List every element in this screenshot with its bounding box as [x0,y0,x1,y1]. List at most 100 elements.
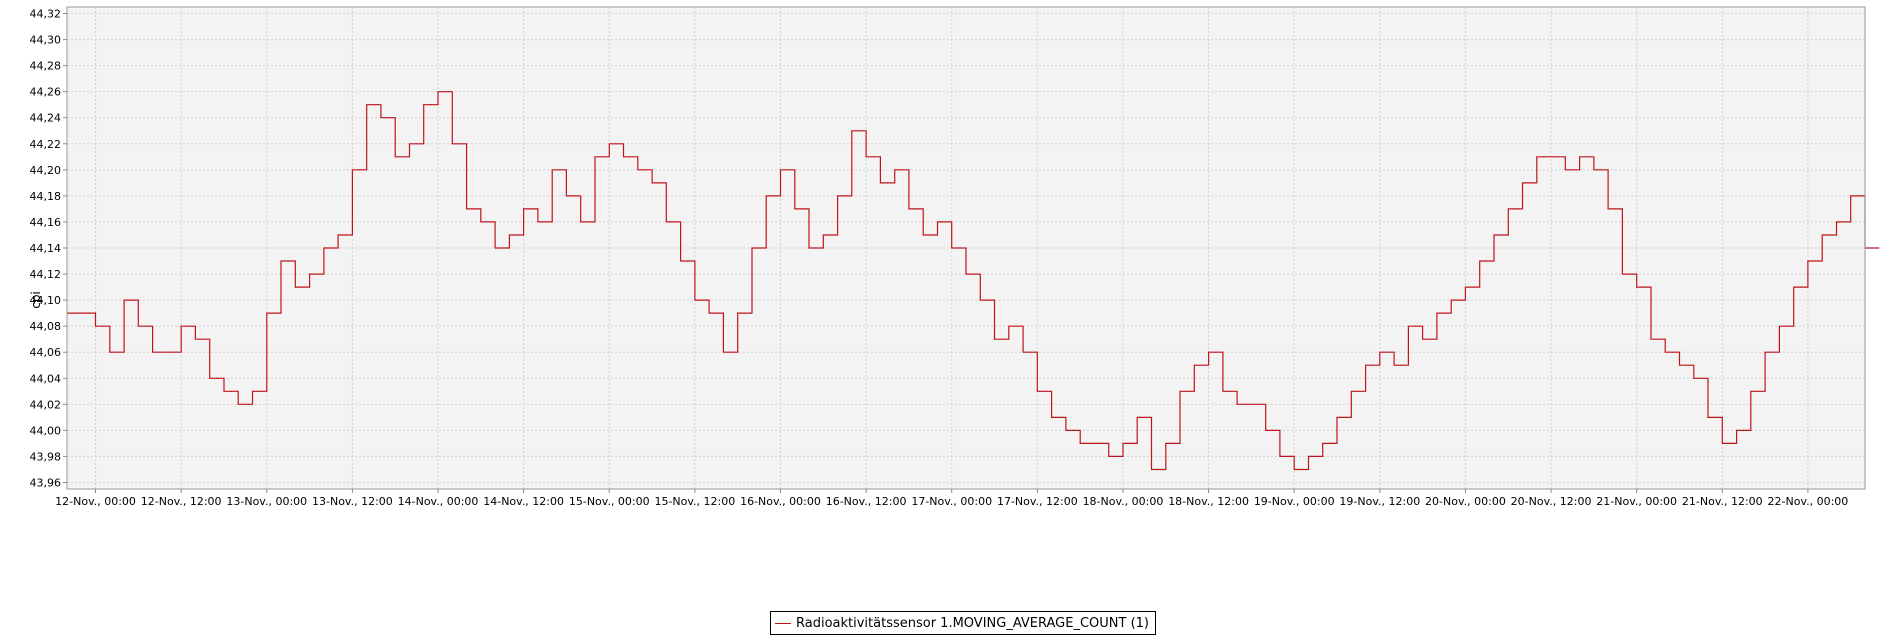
x-tick-label: 21-Nov., 00:00 [1596,495,1677,508]
x-tick-label: 17-Nov., 12:00 [997,495,1078,508]
data-point [1785,325,1788,327]
y-tick-label: 44,30 [30,34,62,47]
x-tick-label: 20-Nov., 12:00 [1511,495,1592,508]
data-point [958,247,960,249]
data-point [1215,351,1217,353]
y-tick-label: 43,96 [30,476,62,489]
data-point [758,247,760,249]
data-point [401,156,403,158]
data-point [844,195,846,197]
data-point [1172,442,1174,445]
data-point [644,169,646,171]
data-point [1586,156,1588,158]
data-point [972,273,974,275]
data-point [1186,390,1188,392]
data-point [687,260,689,262]
x-tick-label: 14-Nov., 12:00 [483,495,564,508]
data-point [1486,260,1488,262]
y-tick-label: 44,24 [30,112,62,125]
y-tick-label: 44,28 [30,60,62,73]
data-point [1043,390,1046,392]
data-point [1272,429,1274,431]
data-point [1115,455,1117,458]
data-point [530,208,532,210]
data-point [1158,468,1160,471]
data-point [144,325,147,327]
data-point [1714,416,1716,418]
data-point [986,299,989,301]
x-tick-label: 12-Nov., 00:00 [55,495,136,508]
y-tick-label: 44,20 [30,164,62,177]
y-tick-label: 44,16 [30,216,62,229]
y-tick-label: 44,02 [30,398,62,411]
data-point [73,312,75,314]
data-point [159,351,161,353]
data-point [1100,442,1103,445]
data-point [886,182,889,184]
data-point [244,403,246,405]
y-tick-label: 44,26 [30,86,62,99]
data-point [1229,390,1231,392]
data-point [259,390,261,392]
x-tick-label: 20-Nov., 00:00 [1425,495,1506,508]
data-point [1143,416,1145,418]
data-point [1657,338,1659,340]
series-line [67,91,1880,471]
data-point [216,377,218,379]
data-point [1286,455,1288,458]
data-point [1300,468,1302,471]
data-point [1771,351,1773,353]
data-point [230,390,232,392]
data-point [630,156,632,158]
data-point [87,312,90,314]
data-point [1514,208,1516,210]
data-point [1058,416,1060,418]
x-tick-label: 18-Nov., 00:00 [1083,495,1164,508]
data-point [858,130,860,132]
y-tick-label: 44,00 [30,424,62,437]
x-tick-label: 19-Nov., 00:00 [1254,495,1335,508]
data-point [1072,429,1074,431]
data-point [1800,286,1802,288]
plot-border [66,6,1866,490]
data-point [815,247,817,249]
data-point [1329,442,1331,445]
data-point [501,247,503,249]
data-point [515,234,518,236]
y-axis-label: cpi [29,291,43,309]
data-point [1529,182,1531,184]
data-point [1743,429,1745,431]
data-point [772,195,774,197]
data-point [1086,442,1088,445]
x-tick-label: 16-Nov., 00:00 [740,495,821,508]
data-point [901,169,903,171]
data-point [1414,325,1417,327]
data-point [287,260,289,262]
data-point [416,143,418,145]
data-point [1315,455,1317,458]
data-point [1842,221,1845,223]
legend-label: Radioaktivitätssensor 1.MOVING_AVERAGE_C… [796,615,1149,631]
y-tick-label: 43,98 [30,450,62,463]
data-point [729,351,732,353]
data-point [187,325,189,327]
x-tick-label: 15-Nov., 12:00 [654,495,735,508]
data-point [943,221,946,223]
data-point [672,221,675,223]
data-point [1457,299,1459,301]
data-point [130,299,132,301]
data-point [744,312,746,314]
series-layer [67,91,1880,471]
data-point [1443,312,1445,314]
x-tick-label: 13-Nov., 00:00 [226,495,307,508]
data-point [1015,325,1017,327]
data-point [1628,273,1631,275]
data-point [587,221,589,223]
data-point [601,156,603,158]
x-tick-label: 19-Nov., 12:00 [1339,495,1420,508]
data-point [787,169,789,171]
data-point [1643,286,1645,288]
data-point [915,208,917,210]
